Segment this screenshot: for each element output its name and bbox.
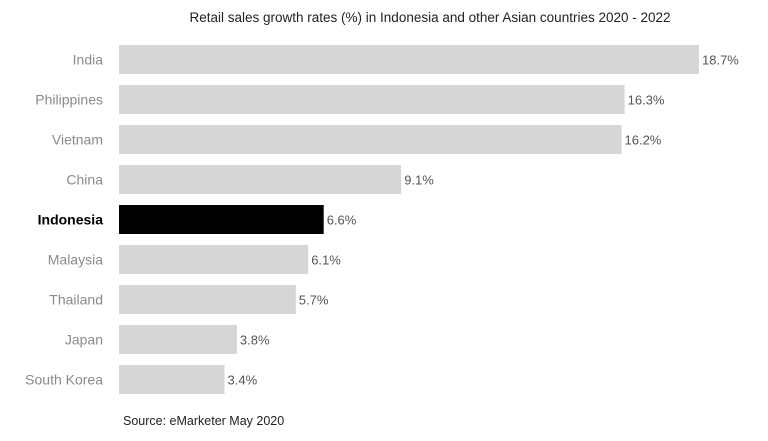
category-label-indonesia: Indonesia: [38, 212, 104, 228]
category-label-china: China: [66, 172, 103, 188]
value-label-japan: 3.8%: [240, 333, 270, 348]
bar-vietnam: [119, 125, 622, 154]
value-label-indonesia: 6.6%: [327, 213, 357, 228]
value-label-malaysia: 6.1%: [311, 253, 341, 268]
category-label-thailand: Thailand: [49, 292, 103, 308]
bar-malaysia: [119, 245, 309, 274]
bar-philippines: [119, 85, 625, 114]
bar-india: [119, 45, 699, 74]
category-label-malaysia: Malaysia: [48, 252, 103, 268]
category-label-vietnam: Vietnam: [52, 132, 103, 148]
chart-title: Retail sales growth rates (%) in Indones…: [189, 10, 670, 25]
category-label-india: India: [73, 52, 104, 68]
value-label-philippines: 16.3%: [628, 93, 665, 108]
bar-indonesia: [119, 205, 324, 234]
value-label-india: 18.7%: [702, 53, 739, 68]
value-label-china: 9.1%: [404, 173, 434, 188]
bar-china: [119, 165, 402, 194]
bar-japan: [119, 325, 237, 354]
category-label-japan: Japan: [65, 332, 103, 348]
category-label-south-korea: South Korea: [25, 372, 103, 388]
value-label-thailand: 5.7%: [299, 293, 329, 308]
bar-thailand: [119, 285, 296, 314]
category-label-philippines: Philippines: [35, 92, 103, 108]
value-label-south-korea: 3.4%: [228, 373, 258, 388]
value-label-vietnam: 16.2%: [625, 133, 662, 148]
bar-south-korea: [119, 365, 225, 394]
source-note: Source: eMarketer May 2020: [123, 414, 284, 428]
bars-group: India 18.7% Philippines 16.3% Vietnam 16.2% Ch…: [25, 45, 739, 394]
